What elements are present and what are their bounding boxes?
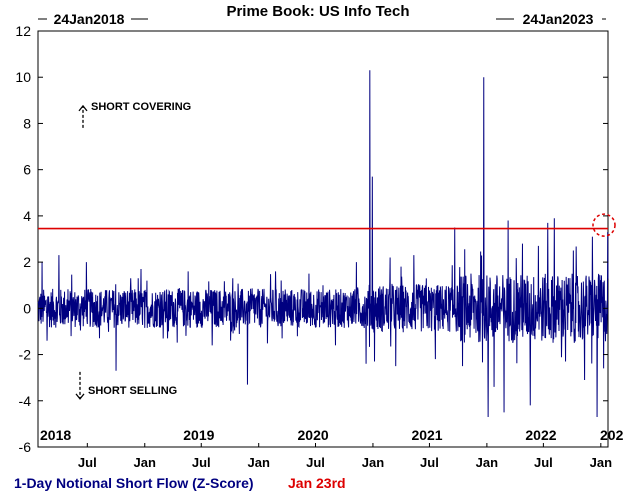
legend-reference-label: Jan 23rd (288, 475, 346, 491)
x-month-label: Jul (78, 455, 97, 470)
x-month-label: Jul (534, 455, 553, 470)
x-month-label: Jul (420, 455, 439, 470)
x-year-label: 2019 (183, 427, 214, 443)
x-month-label: Jul (192, 455, 211, 470)
end-date-label: 24Jan2023 (523, 11, 594, 27)
y-tick-label: 12 (15, 23, 31, 39)
y-tick-label: 0 (23, 300, 31, 316)
y-axis: 12 10 8 6 4 2 0 -2 -4 -6 (15, 23, 608, 455)
x-month-label: Jan (476, 455, 498, 470)
legend: 1-Day Notional Short Flow (Z-Score) Jan … (14, 475, 346, 491)
highlight-circle (592, 213, 616, 237)
x-axis: 2018 2019 2020 2021 2022 202 Jul Jan Jul Jan Jul Ja… (40, 427, 624, 470)
x-month-label: Jan (247, 455, 269, 470)
annotation-short-covering: SHORT COVERING (91, 101, 191, 113)
y-tick-label: 6 (23, 162, 31, 178)
annotation-short-selling: SHORT SELLING (88, 385, 177, 397)
arrow-down-head (75, 393, 85, 400)
x-year-label: 2020 (298, 427, 329, 443)
x-year-label: 202 (600, 427, 624, 443)
y-tick-label: 8 (23, 115, 31, 131)
start-date-backing (47, 10, 131, 26)
end-date-backing (514, 10, 602, 26)
series-line (37, 70, 609, 417)
date-range-labels: 24Jan2018 24Jan2023 (38, 10, 606, 27)
chart-title: Prime Book: US Info Tech (226, 3, 409, 20)
x-month-label: Jul (306, 455, 325, 470)
x-year-label: 2022 (525, 427, 556, 443)
y-tick-label: -6 (19, 439, 32, 455)
y-tick-label: -2 (19, 347, 32, 363)
y-tick-label: 2 (23, 254, 31, 270)
x-year-label: 2018 (40, 427, 71, 443)
plot-area: SHORT COVERING SHORT SELLING (37, 30, 616, 448)
x-month-label: Jan (134, 455, 156, 470)
legend-series-label: 1-Day Notional Short Flow (Z-Score) (14, 475, 254, 491)
x-month-label: Jan (362, 455, 384, 470)
start-date-label: 24Jan2018 (54, 11, 125, 27)
arrow-up-head (78, 104, 88, 112)
x-year-label: 2021 (411, 427, 442, 443)
y-tick-label: -4 (19, 393, 32, 409)
x-month-label: Jan (590, 455, 612, 470)
plot-frame (37, 30, 609, 448)
y-tick-label: 4 (23, 208, 31, 224)
y-tick-label: 10 (15, 69, 31, 85)
